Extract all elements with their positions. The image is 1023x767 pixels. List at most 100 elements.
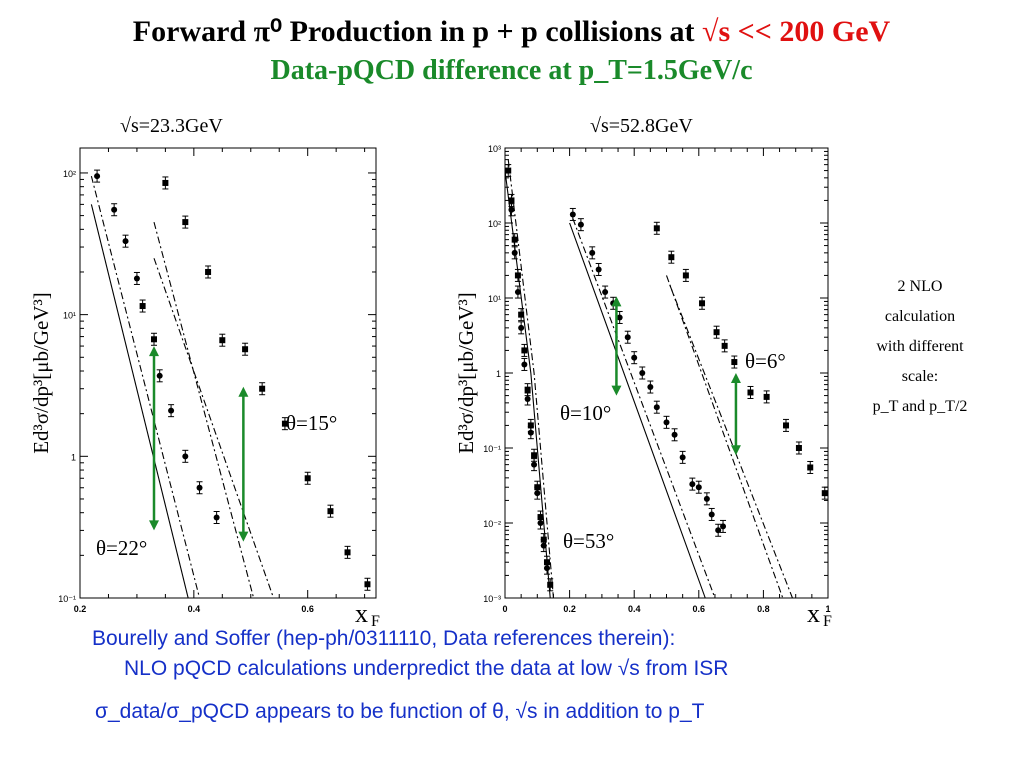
difference-arrowhead xyxy=(611,385,622,396)
x-tick-label: 0.2 xyxy=(563,604,576,614)
nlo-curve-dashdot xyxy=(507,159,554,599)
y-tick-label: 10³ xyxy=(488,144,501,154)
data-point-square xyxy=(547,581,554,588)
data-point-square xyxy=(242,346,249,353)
data-point-circle xyxy=(624,334,631,341)
theta-10-label: θ=10° xyxy=(560,401,611,425)
x-axis-label: x xyxy=(807,599,820,628)
side-note-line: with different xyxy=(876,338,964,355)
side-note-line: p_T and p_T/2 xyxy=(872,398,968,415)
footnote-reference: Bourelly and Soffer (hep-ph/0311110, Dat… xyxy=(92,627,676,650)
data-point-square xyxy=(162,179,169,186)
nlo-curve-solid xyxy=(90,204,189,599)
data-point-square xyxy=(653,225,660,232)
data-point-circle xyxy=(182,453,189,460)
data-point-circle xyxy=(527,429,534,436)
side-note: 2 NLO calculation with different scale: … xyxy=(858,272,982,422)
data-point-circle xyxy=(508,206,515,213)
data-point-square xyxy=(783,422,790,429)
difference-arrowhead xyxy=(149,346,159,357)
data-point-square xyxy=(527,422,534,429)
x-tick-label: 0.4 xyxy=(628,604,641,614)
data-point-square xyxy=(763,393,770,400)
y-tick-label: 10¹ xyxy=(63,311,76,321)
plot-frame xyxy=(79,147,377,599)
data-point-circle xyxy=(653,404,660,411)
theta-6-label: θ=6° xyxy=(745,349,786,373)
data-point-circle xyxy=(715,527,722,534)
data-point-square xyxy=(521,347,528,354)
x-axis-label-subscript: F xyxy=(371,613,380,630)
data-point-circle xyxy=(639,370,646,376)
data-point-circle xyxy=(543,565,550,572)
theta-22-label: θ=22° xyxy=(96,536,147,560)
data-point-circle xyxy=(647,384,654,391)
data-point-circle xyxy=(111,206,118,213)
x-axis-label-subscript: F xyxy=(823,613,832,630)
data-point-square xyxy=(524,386,531,393)
data-point-square xyxy=(514,272,521,279)
data-point-circle xyxy=(524,396,531,403)
right-plot-title: √s=52.8GeV xyxy=(590,115,693,137)
data-point-circle xyxy=(569,211,576,218)
difference-arrowhead xyxy=(149,520,159,531)
data-point-circle xyxy=(168,407,175,414)
y-tick-label: 10⁻³ xyxy=(483,594,501,604)
y-tick-label: 10² xyxy=(63,169,76,179)
data-point-circle xyxy=(196,484,203,491)
data-point-square xyxy=(151,336,157,343)
y-tick-label: 10¹ xyxy=(488,294,501,304)
data-point-square xyxy=(807,464,814,471)
slide-subtitle: Data-pQCD difference at p_T=1.5GeV/c xyxy=(270,55,753,86)
left-plot-title: √s=23.3GeV xyxy=(120,115,223,137)
data-point-circle xyxy=(577,221,584,228)
data-point-square xyxy=(721,342,728,349)
data-point-square xyxy=(364,581,371,588)
data-point-circle xyxy=(589,249,596,256)
data-point-square xyxy=(713,329,720,336)
data-point-circle xyxy=(521,361,528,368)
y-tick-label: 10⁻¹ xyxy=(483,444,501,454)
difference-arrowhead xyxy=(611,296,622,307)
data-point-circle xyxy=(689,481,696,488)
y-axis-label: Ed³σ/dp³[μb/GeV³] xyxy=(454,292,478,454)
data-point-circle xyxy=(213,514,220,521)
side-note-line: 2 NLO xyxy=(897,278,943,295)
data-point-circle xyxy=(695,484,702,491)
y-tick-label: 10⁻² xyxy=(483,519,501,529)
data-point-square xyxy=(508,197,515,204)
data-point-circle xyxy=(708,511,715,518)
x-tick-label: 0.8 xyxy=(757,604,770,614)
data-point-square xyxy=(668,254,675,261)
data-point-square xyxy=(531,452,538,459)
difference-arrowhead xyxy=(730,373,741,383)
nlo-curve-dashdot xyxy=(153,258,275,599)
data-point-square xyxy=(682,272,689,279)
data-point-circle xyxy=(631,354,638,361)
data-point-circle xyxy=(514,289,521,296)
data-point-square xyxy=(219,337,226,344)
difference-arrowhead xyxy=(730,445,741,456)
nlo-curve-dashdot xyxy=(665,275,784,599)
data-point-square xyxy=(304,475,311,482)
data-point-square xyxy=(281,420,288,427)
footnote-ratio: σ_data/σ_pQCD appears to be function of … xyxy=(95,700,705,723)
data-point-circle xyxy=(534,490,541,497)
x-tick-label: 0.6 xyxy=(693,604,706,614)
y-tick-label: 1 xyxy=(71,452,76,462)
nlo-curve-dashdot xyxy=(669,284,793,599)
y-axis-label: Ed³σ/dp³[μb/GeV³] xyxy=(29,292,53,454)
title-energy: √s << 200 GeV xyxy=(702,15,891,48)
data-point-circle xyxy=(531,461,538,468)
data-point-circle xyxy=(94,173,101,180)
x-tick-label: 0.6 xyxy=(301,604,314,614)
data-point-square xyxy=(344,549,351,556)
data-point-square xyxy=(795,445,802,451)
data-point-square xyxy=(511,236,518,243)
data-point-square xyxy=(505,167,512,174)
data-point-circle xyxy=(518,324,525,331)
data-point-square xyxy=(259,385,266,392)
theta-15-label: θ=15° xyxy=(286,411,337,435)
nlo-curve-solid xyxy=(569,222,706,599)
